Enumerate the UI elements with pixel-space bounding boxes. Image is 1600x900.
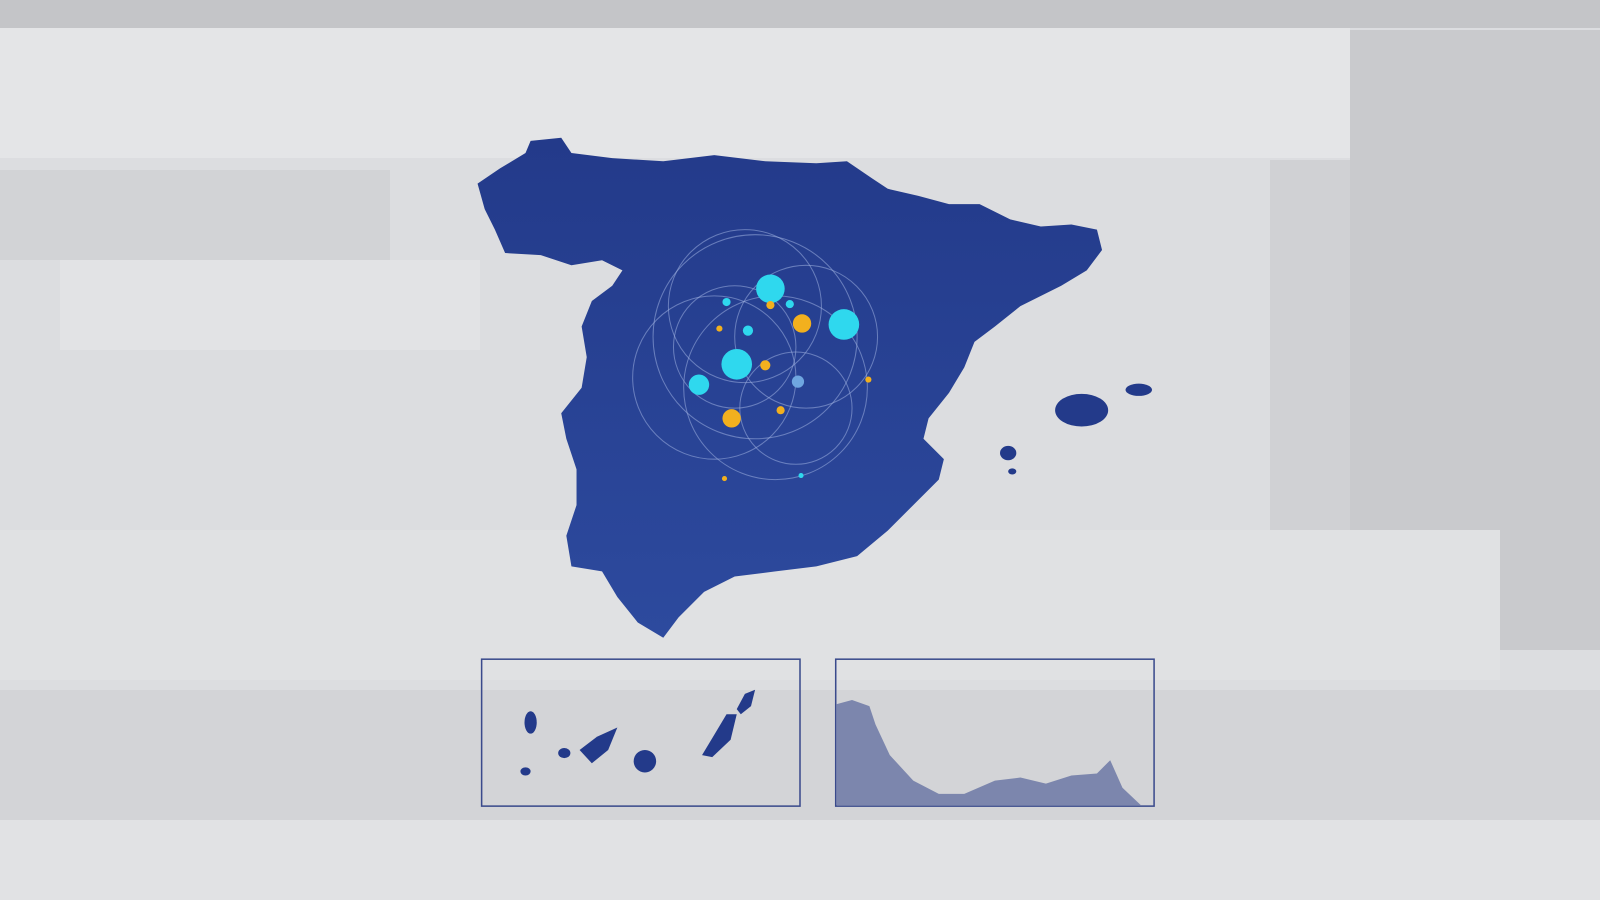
- map-dot: [865, 376, 872, 383]
- mallorca-shape: [1055, 393, 1109, 427]
- canary-inset-frame: [480, 658, 801, 807]
- data-dots: [688, 274, 872, 482]
- orbit-ring: [672, 285, 797, 409]
- orbit-ring: [734, 264, 879, 409]
- map-dot: [688, 374, 710, 395]
- map-dot: [742, 325, 754, 336]
- map-dot: [716, 325, 723, 332]
- orbit-ring: [652, 234, 858, 440]
- map-dot: [721, 348, 753, 380]
- peninsula-shape: [477, 137, 1103, 638]
- map-dot: [785, 300, 794, 309]
- map-dot: [776, 406, 785, 415]
- map-dot: [756, 274, 785, 304]
- orbit-ring: [739, 351, 853, 465]
- background-band: [60, 260, 480, 350]
- map-dot: [792, 314, 812, 333]
- background-band: [0, 0, 1600, 28]
- map-dot: [722, 297, 731, 307]
- background-band: [0, 28, 1350, 158]
- background-band: [1270, 160, 1350, 560]
- canary-islands-shape: [520, 689, 756, 776]
- menorca-shape: [1125, 383, 1153, 396]
- ibiza-shape: [1000, 445, 1017, 461]
- map-dot: [791, 375, 805, 388]
- formentera-shape: [1008, 468, 1017, 475]
- map-dot: [766, 301, 775, 310]
- map-dot: [721, 476, 728, 482]
- background-band: [0, 170, 390, 260]
- coast-shape: [836, 700, 1141, 806]
- coast-inset-frame: [834, 658, 1155, 807]
- map-dot: [722, 409, 741, 428]
- orbit-ring: [667, 229, 822, 384]
- map-dot: [828, 309, 860, 340]
- background-band: [0, 820, 1600, 900]
- map-dot: [760, 360, 771, 371]
- map-dot: [798, 472, 804, 479]
